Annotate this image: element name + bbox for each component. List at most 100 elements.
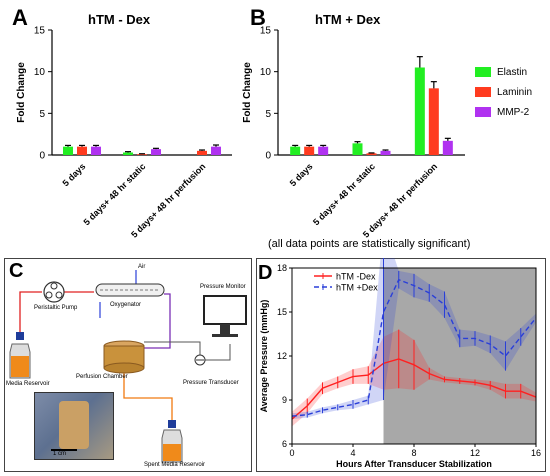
- y-tick-label: 5: [39, 109, 45, 120]
- shaded-region: [383, 268, 536, 444]
- pump-icon: [43, 281, 65, 303]
- legend-item-mmp2: MMP-2: [475, 102, 547, 122]
- bar-elastin: [352, 143, 363, 155]
- y-axis-label: Fold Change: [242, 62, 253, 123]
- x-tick-label: 5 days: [61, 161, 88, 188]
- bar-laminin: [304, 146, 315, 155]
- y-tick-label: 15: [34, 26, 46, 37]
- monitor-icon: [203, 295, 247, 325]
- x-tick-label: 0: [289, 448, 294, 458]
- bar-elastin: [290, 146, 301, 155]
- perfusion-diagram: [9, 270, 247, 463]
- bar-laminin: [197, 150, 207, 155]
- y-tick-label: 0: [39, 151, 45, 162]
- y-axis-label: Average Pressure (mmHg): [259, 300, 269, 413]
- bar-mmp-2: [91, 146, 101, 155]
- pump-roller-icon: [50, 282, 58, 290]
- bar-laminin: [77, 146, 87, 155]
- legend-label-plus-dex: hTM +Dex: [336, 283, 378, 293]
- legend-label-elastin: Elastin: [497, 66, 528, 78]
- y-tick-label: 10: [34, 67, 46, 78]
- bar-laminin: [137, 154, 147, 155]
- legend-swatch-elastin: [475, 67, 491, 77]
- label-media-reservoir: Media Reservoir: [6, 381, 50, 387]
- chamber-bottom-icon: [103, 362, 145, 374]
- bar-laminin: [366, 153, 377, 155]
- panel-a-title: hTM - Dex: [88, 12, 151, 27]
- y-tick-label: 18: [277, 263, 287, 273]
- panel-letter-c: C: [9, 260, 24, 282]
- panel-letter-d: D: [258, 262, 273, 284]
- x-tick-label: 12: [470, 448, 480, 458]
- x-tick-label: 8: [411, 448, 416, 458]
- series-line-minus-dex: [291, 358, 537, 420]
- tubing-red: [19, 291, 42, 338]
- monitor-stand-icon: [220, 324, 230, 334]
- y-tick-label: 5: [265, 109, 271, 120]
- pressure-chart: 0 4 8 12 16 6 9 12 15 18 Hours After Transducer St…: [259, 258, 541, 469]
- label-pressure-transducer: Pressure Transducer: [183, 380, 239, 386]
- chart-d: 0 4 8 12 16 6 9 12 15 18 Hours After Transducer St…: [259, 258, 541, 469]
- media-liquid-icon: [11, 356, 29, 377]
- panel-d-frame: [256, 258, 546, 472]
- x-tick-label: 5 days: [288, 161, 315, 188]
- panel-letter-a: A: [12, 5, 28, 30]
- tubing-gray: [144, 341, 231, 361]
- bar-mmp-2: [380, 150, 391, 155]
- legend-swatch-mmp2: [475, 107, 491, 117]
- x-axis-label: Hours After Transducer Stabilization: [336, 459, 492, 469]
- bar-elastin: [123, 152, 133, 155]
- label-peristaltic-pump: Peristaltic Pump: [34, 305, 78, 311]
- pump-roller-icon: [55, 291, 63, 299]
- label-perfusion-chamber: Perfusion Chamber: [76, 374, 128, 380]
- y-tick-label: 15: [260, 26, 272, 37]
- bar-mmp-2: [318, 146, 329, 155]
- chamber-photo-object: [59, 401, 89, 449]
- pump-roller-icon: [45, 291, 53, 299]
- bar-mmp-2: [442, 140, 453, 155]
- x-tick-label: 5 days+ 48 hr perfusion: [361, 161, 439, 239]
- label-spent-media-reservoir: Spent Media Reservoir: [144, 462, 206, 468]
- legend-item-laminin: Laminin: [475, 82, 547, 102]
- bar-legend: Elastin Laminin MMP-2: [475, 62, 547, 122]
- legend-item-elastin: Elastin: [475, 62, 547, 82]
- legend-label-mmp2: MMP-2: [497, 106, 530, 118]
- label-air: Air: [138, 264, 146, 270]
- legend-swatch-laminin: [475, 87, 491, 97]
- y-tick-label: 10: [260, 67, 272, 78]
- bar-mmp-2: [151, 149, 161, 155]
- label-pressure-monitor: Pressure Monitor: [200, 284, 246, 290]
- tubing-purple: [144, 293, 171, 349]
- bar-elastin: [414, 67, 425, 155]
- y-tick-label: 0: [265, 151, 271, 162]
- x-tick-label: 5 days+ 48 hr static: [311, 161, 377, 227]
- series-line-plus-dex: [291, 278, 537, 417]
- legend-label-minus-dex: hTM -Dex: [336, 272, 376, 282]
- bar-mmp-2: [211, 146, 221, 155]
- y-tick-label: 12: [277, 351, 287, 361]
- legend-label-laminin: Laminin: [497, 86, 533, 98]
- monitor-base-icon: [212, 334, 238, 337]
- label-oxygenator: Oxygenator: [110, 302, 142, 308]
- tubing-orange: [123, 370, 173, 426]
- y-tick-label: 15: [277, 307, 287, 317]
- x-tick-label: 4: [350, 448, 355, 458]
- media-bottle-cap-icon: [16, 332, 24, 340]
- bar-elastin: [63, 146, 73, 155]
- bar-laminin: [428, 88, 439, 155]
- spent-bottle-cap-icon: [168, 420, 176, 428]
- y-axis-label: Fold Change: [16, 62, 27, 123]
- scale-bar: [51, 449, 77, 451]
- spent-liquid-icon: [163, 444, 181, 461]
- y-tick-label: 9: [282, 395, 287, 405]
- y-tick-label: 6: [282, 439, 287, 449]
- x-tick-label: 5 days+ 48 hr static: [81, 161, 147, 227]
- panel-c-frame: [4, 258, 252, 472]
- scale-label: 1 cm: [53, 451, 67, 457]
- panel-b-title: hTM + Dex: [315, 12, 381, 27]
- panel-letter-b: B: [250, 5, 266, 30]
- x-tick-label: 16: [531, 448, 541, 458]
